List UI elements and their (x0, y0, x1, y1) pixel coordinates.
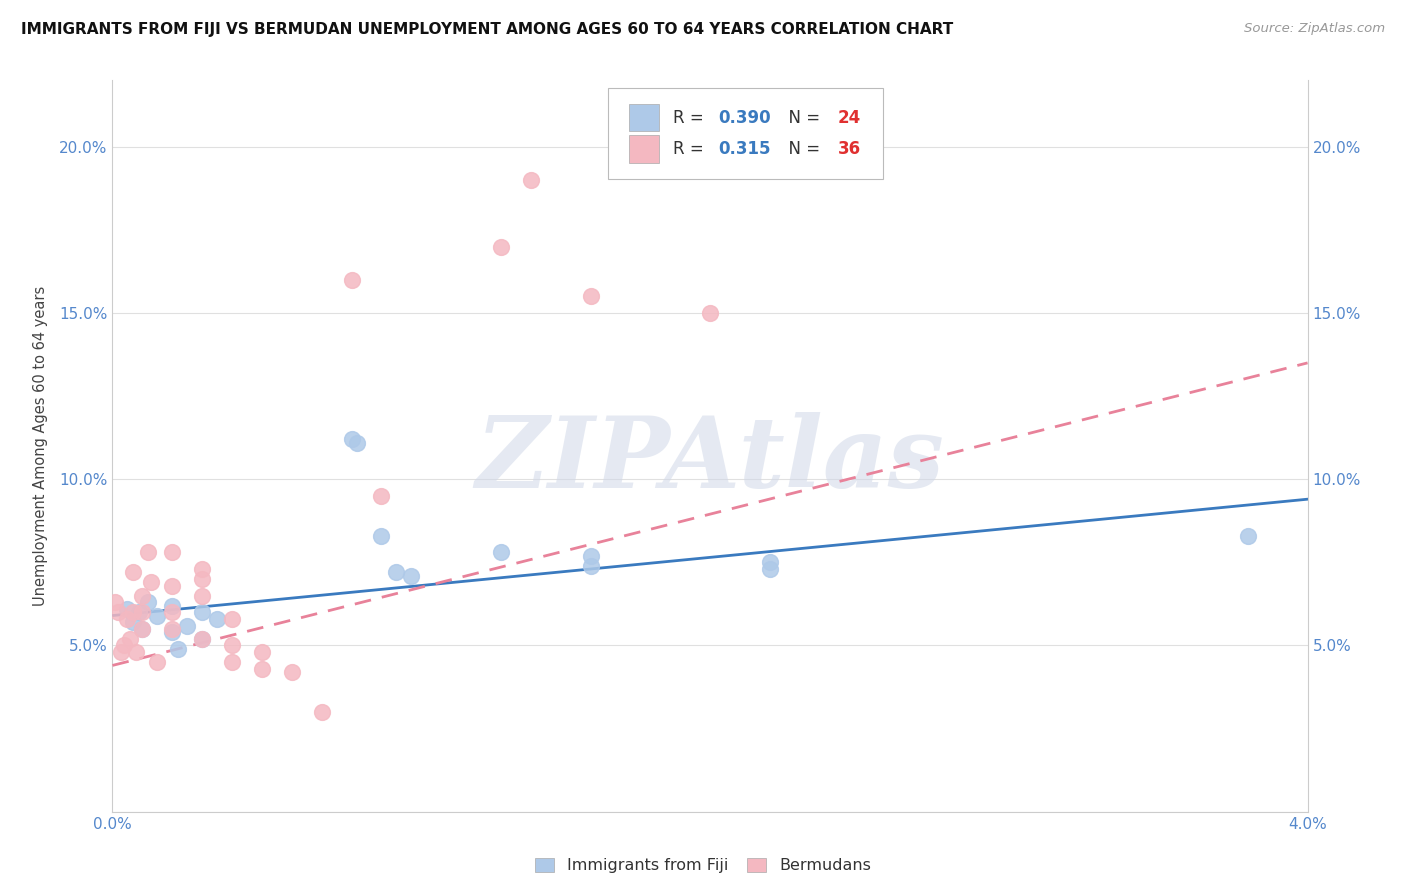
Point (205, 612, 228, 626)
Point (131, 622, 153, 636)
Point (104, 595, 127, 609)
Point (370, 529, 392, 543)
Point (131, 605, 153, 619)
Text: R =: R = (673, 140, 709, 158)
Point (346, 435, 368, 450)
Point (1237, 529, 1260, 543)
Point (759, 562, 782, 576)
Legend: Immigrants from Fiji, Bermudans: Immigrants from Fiji, Bermudans (529, 851, 877, 880)
Point (579, 558, 602, 573)
Point (176, 618, 198, 632)
Point (162, 599, 183, 613)
Point (191, 562, 214, 576)
Point (122, 615, 145, 630)
Point (131, 589, 153, 603)
Text: 36: 36 (838, 140, 860, 158)
Point (117, 612, 139, 626)
Point (128, 605, 150, 619)
Text: N =: N = (778, 109, 825, 127)
Point (125, 645, 148, 659)
Point (250, 645, 273, 659)
Point (146, 608, 169, 623)
Point (162, 545, 183, 559)
Point (146, 655, 169, 669)
Point (138, 545, 160, 559)
Point (191, 632, 214, 646)
Point (122, 566, 145, 580)
Point (579, 549, 602, 563)
Point (162, 625, 183, 640)
Point (489, 239, 512, 253)
Point (120, 632, 142, 646)
Point (385, 566, 408, 580)
Point (117, 602, 139, 616)
Text: 0.390: 0.390 (718, 109, 770, 127)
Point (167, 641, 190, 656)
Text: N =: N = (778, 140, 825, 158)
Point (221, 612, 243, 626)
Point (191, 632, 214, 646)
Point (141, 575, 163, 590)
Point (138, 595, 160, 609)
Point (191, 572, 214, 586)
Point (114, 639, 135, 653)
Point (131, 622, 153, 636)
Text: 0.315: 0.315 (718, 140, 770, 158)
Point (162, 622, 183, 636)
Point (221, 639, 243, 653)
Point (250, 662, 273, 676)
Point (122, 605, 145, 619)
Y-axis label: Unemployment Among Ages 60 to 64 years: Unemployment Among Ages 60 to 64 years (34, 285, 48, 607)
Point (162, 605, 183, 619)
Point (110, 645, 132, 659)
Point (401, 568, 423, 582)
Point (759, 555, 782, 569)
FancyBboxPatch shape (628, 135, 658, 163)
FancyBboxPatch shape (609, 87, 883, 179)
Text: R =: R = (673, 109, 709, 127)
Point (340, 433, 363, 447)
Point (699, 306, 721, 320)
Text: Source: ZipAtlas.com: Source: ZipAtlas.com (1244, 22, 1385, 36)
Point (520, 173, 543, 187)
Point (162, 579, 183, 593)
Point (489, 545, 512, 559)
Point (191, 589, 214, 603)
Point (281, 665, 304, 679)
Point (191, 605, 214, 619)
Text: IMMIGRANTS FROM FIJI VS BERMUDAN UNEMPLOYMENT AMONG AGES 60 TO 64 YEARS CORRELAT: IMMIGRANTS FROM FIJI VS BERMUDAN UNEMPLO… (21, 22, 953, 37)
Point (221, 655, 243, 669)
Point (311, 705, 333, 719)
Point (340, 273, 363, 287)
Text: ZIPAtlas: ZIPAtlas (475, 412, 945, 508)
Point (107, 605, 129, 619)
Point (370, 489, 392, 503)
Point (579, 289, 602, 303)
FancyBboxPatch shape (628, 103, 658, 131)
Text: 24: 24 (838, 109, 860, 127)
